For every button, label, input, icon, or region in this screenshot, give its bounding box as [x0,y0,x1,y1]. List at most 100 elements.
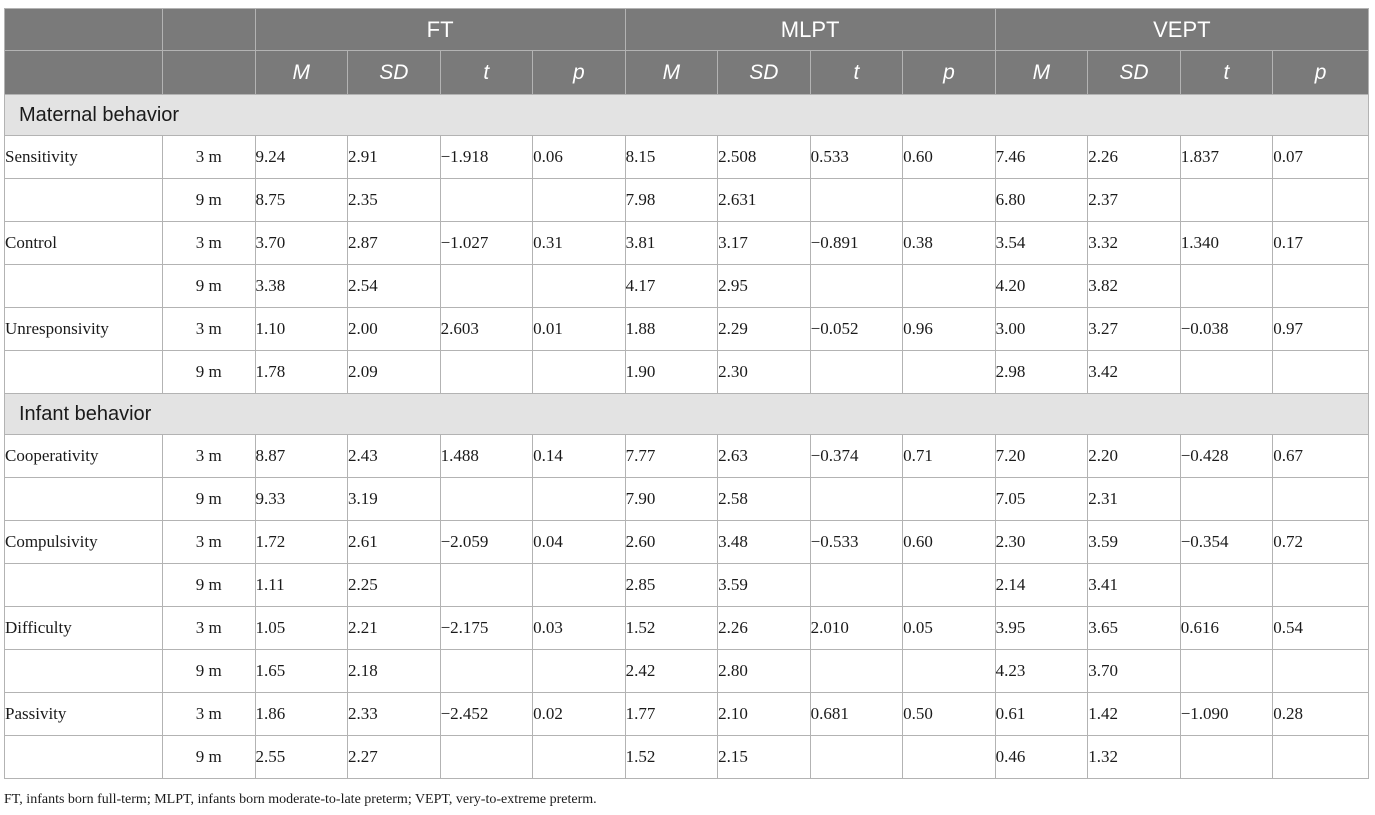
value-cell: −2.059 [439,520,534,564]
table-row: Cooperativity 3 m 8.87 2.43 1.488 0.14 7.77 2.6… [3,434,1369,478]
timepoint-cell: 3 m [162,520,256,564]
row-label [3,178,164,222]
value-cell: 2.43 [347,434,441,478]
value-cell [809,178,904,222]
value-cell [1179,178,1274,222]
value-cell: 1.340 [1179,221,1274,265]
value-cell: 1.488 [439,434,534,478]
value-cell: −2.452 [439,692,534,736]
value-cell [532,350,626,394]
value-cell: 2.37 [1087,178,1181,222]
value-cell: 2.29 [717,307,811,351]
timepoint-cell: 9 m [162,477,256,521]
value-cell: 1.86 [254,692,349,736]
value-cell [532,563,626,607]
table-row: 9 m 2.55 2.27 1.52 2.15 0.46 1.32 [3,735,1369,779]
value-cell: 1.32 [1087,735,1181,779]
value-cell: −1.090 [1179,692,1274,736]
value-cell: 2.21 [347,606,441,650]
value-cell: 2.55 [254,735,349,779]
value-cell: 3.59 [1087,520,1181,564]
value-cell: 2.30 [994,520,1089,564]
table-row: Sensitivity 3 m 9.24 2.91 −1.918 0.06 8.15 2.50… [3,135,1369,179]
value-cell: 1.10 [254,307,349,351]
value-cell: 2.60 [624,520,719,564]
results-table: FT MLPT VEPT M SD t p M SD t p M SD t p [3,8,1370,779]
timepoint-cell: 9 m [162,735,256,779]
value-cell: 7.20 [994,434,1089,478]
value-cell: 2.18 [347,649,441,693]
row-label: Difficulty [3,606,164,650]
section-header-row: Maternal behavior [4,94,1369,136]
value-cell: 2.33 [347,692,441,736]
value-cell: 2.63 [717,434,811,478]
value-cell [809,563,904,607]
value-cell: 0.97 [1272,307,1369,351]
value-cell [1179,735,1274,779]
value-cell [902,264,996,308]
value-cell [532,649,626,693]
value-cell: 0.38 [902,221,996,265]
value-cell: 1.42 [1087,692,1181,736]
value-cell: 0.67 [1272,434,1369,478]
row-label: Passivity [3,692,164,736]
value-cell: 0.17 [1272,221,1369,265]
value-cell [902,735,996,779]
value-cell: 2.508 [717,135,811,179]
value-cell: 3.54 [994,221,1089,265]
value-cell [1179,563,1274,607]
value-cell: 1.837 [1179,135,1274,179]
value-cell [902,477,996,521]
value-cell: −2.175 [439,606,534,650]
row-label [3,477,164,521]
value-cell [809,649,904,693]
row-label: Compulsivity [3,520,164,564]
value-cell: 3.00 [994,307,1089,351]
value-cell [532,735,626,779]
value-cell [439,477,534,521]
value-cell [532,178,626,222]
value-cell: 2.26 [1087,135,1181,179]
table-footnote: FT, infants born full-term; MLPT, infant… [4,792,597,807]
value-cell: 3.95 [994,606,1089,650]
timepoint-cell: 3 m [162,135,256,179]
value-cell: −0.052 [809,307,904,351]
value-cell: 9.24 [254,135,349,179]
stat-header-m: M [254,50,349,95]
value-cell: −1.027 [439,221,534,265]
timepoint-cell: 3 m [162,434,256,478]
value-cell: −0.428 [1179,434,1274,478]
value-cell: 2.91 [347,135,441,179]
value-cell: 2.26 [717,606,811,650]
value-cell: −0.354 [1179,520,1274,564]
value-cell [1272,477,1369,521]
value-cell: 3.38 [254,264,349,308]
stat-header-sd: SD [347,50,441,95]
group-header-vept: VEPT [994,8,1370,51]
value-cell: 1.05 [254,606,349,650]
value-cell [1272,350,1369,394]
value-cell: 2.58 [717,477,811,521]
value-cell: 1.65 [254,649,349,693]
value-cell [902,178,996,222]
value-cell: 2.20 [1087,434,1181,478]
value-cell: 3.48 [717,520,811,564]
row-label: Unresponsivity [3,307,164,351]
empty-header-cell [162,8,256,51]
value-cell: 0.60 [902,135,996,179]
stat-header-p: p [532,50,626,95]
row-label [3,264,164,308]
value-cell: 2.09 [347,350,441,394]
value-cell: 2.87 [347,221,441,265]
table-row: 9 m 1.11 2.25 2.85 3.59 2.14 3.41 [3,563,1369,607]
table-body: Maternal behavior Sensitivity 3 m 9.24 2.91−… [3,94,1369,779]
value-cell: 0.50 [902,692,996,736]
value-cell: 2.25 [347,563,441,607]
value-cell: 3.82 [1087,264,1181,308]
value-cell: 7.90 [624,477,719,521]
value-cell: 9.33 [254,477,349,521]
value-cell [439,649,534,693]
value-cell: 1.88 [624,307,719,351]
value-cell: 0.05 [902,606,996,650]
value-cell: −1.918 [439,135,534,179]
